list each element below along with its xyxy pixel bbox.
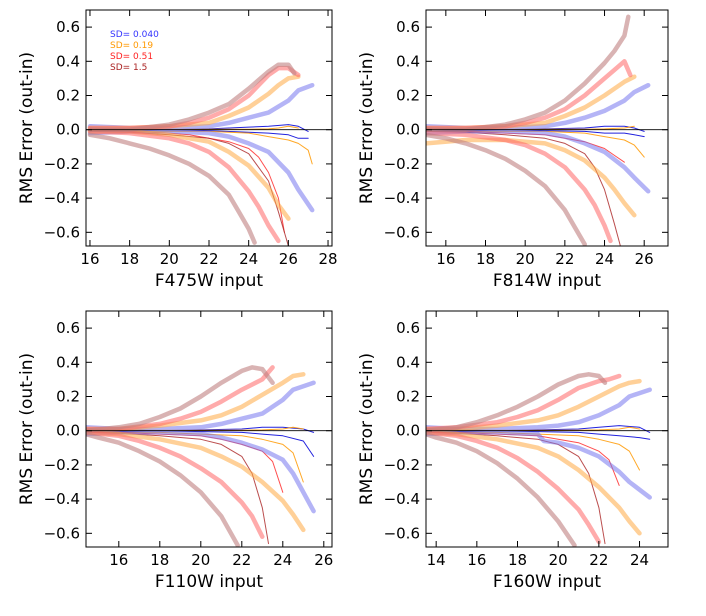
axes-frame [425, 9, 669, 247]
x-tick-label: 24 [595, 250, 614, 268]
x-tick-label: 18 [508, 551, 527, 569]
x-tick-label: 16 [80, 250, 99, 268]
x-tick-label: 22 [199, 250, 218, 268]
series-line [426, 372, 608, 433]
series-line [87, 62, 297, 132]
y-tick-label: 0.2 [56, 388, 80, 406]
axes-frame [85, 310, 333, 548]
series-line [86, 430, 316, 514]
y-tick-label: 0.6 [396, 18, 420, 36]
x-tick-label: 18 [120, 250, 139, 268]
y-tick-label: 0.2 [56, 87, 80, 105]
x-axis-title: F160W input [493, 572, 602, 592]
series-line [426, 378, 642, 432]
y-tick-label: 0.0 [56, 121, 80, 139]
y-tick-label: 0.6 [396, 319, 420, 337]
series-line [426, 137, 637, 218]
panel-3: 16 18 20 22 24 26 −0.6 −0.4 −0.2 0.0 0.2 0.4 0.6 F110… [17, 310, 333, 592]
panel-4: 14 16 18 20 22 24 −0.6 −0.4 −0.2 0.0 0.2 0.4 0.6 F160… [357, 310, 669, 592]
x-tick-label: 18 [476, 250, 495, 268]
y-axis-title: RMS Error (out-in) [357, 52, 377, 204]
x-axis-title: F110W input [155, 572, 264, 592]
y-tick-label: 0.0 [396, 121, 420, 139]
x-axis-title: F814W input [493, 271, 602, 291]
series-line [426, 430, 642, 536]
x-tick-label: 16 [436, 250, 455, 268]
y-tick-label: −0.2 [44, 155, 80, 173]
series-group [426, 372, 652, 547]
series-line [86, 365, 275, 433]
y-axis-title: RMS Error (out-in) [17, 353, 37, 505]
y-tick-label: −0.6 [44, 223, 80, 241]
y-tick-label: 0.4 [56, 52, 80, 70]
legend-entry: SD= 1.5 [110, 63, 147, 73]
series-line [426, 130, 613, 244]
series-group [87, 62, 315, 246]
y-tick-label: −0.6 [384, 223, 420, 241]
series-line [86, 430, 306, 533]
y-tick-label: −0.2 [384, 155, 420, 173]
y-tick-label: 0.2 [396, 388, 420, 406]
y-tick-label: 0.2 [396, 87, 420, 105]
y-tick-label: 0.0 [56, 422, 80, 440]
x-tick-label: 20 [516, 250, 535, 268]
legend-entry: SD= 0.19 [110, 41, 153, 51]
series-group [426, 14, 651, 246]
panel-1: 16 18 20 22 24 26 28 −0.6 −0.4 −0.2 0.0 0.2 0.4 0.6 F4… [17, 9, 338, 291]
axes-frame [425, 310, 669, 548]
y-tick-label: −0.4 [384, 189, 420, 207]
y-axis-title: RMS Error (out-in) [357, 353, 377, 505]
y-tick-label: −0.4 [44, 490, 80, 508]
series-line [86, 430, 265, 539]
series-line [87, 132, 257, 245]
x-tick-label: 26 [279, 250, 298, 268]
x-tick-label: 18 [150, 551, 169, 569]
series-line [87, 129, 281, 244]
legend-entry: SD= 0.51 [110, 52, 153, 62]
series-line [426, 430, 602, 545]
x-tick-label: 24 [630, 551, 649, 569]
y-tick-label: 0.6 [56, 18, 80, 36]
y-tick-label: 0.4 [396, 353, 420, 371]
x-tick-label: 22 [232, 551, 251, 569]
y-tick-label: −0.4 [44, 189, 80, 207]
series-group [86, 365, 316, 547]
y-tick-label: −0.6 [44, 524, 80, 542]
series-line [87, 129, 291, 221]
x-tick-label: 24 [273, 551, 292, 569]
panel-2: 16 18 20 22 24 26 −0.6 −0.4 −0.2 0.0 0.2 0.4 0.6 F814… [357, 9, 669, 291]
series-line [426, 132, 587, 246]
series-line [426, 430, 652, 500]
x-tick-label: 26 [314, 551, 333, 569]
x-tick-label: 22 [555, 250, 574, 268]
x-axis-title: F475W input [155, 271, 264, 291]
y-tick-label: −0.6 [384, 524, 420, 542]
y-tick-label: 0.4 [56, 353, 80, 371]
x-tick-label: 22 [589, 551, 608, 569]
series-line [86, 431, 240, 547]
x-tick-label: 26 [635, 250, 654, 268]
y-tick-label: −0.2 [384, 456, 420, 474]
x-tick-label: 16 [467, 551, 486, 569]
y-tick-label: 0.4 [396, 52, 420, 70]
y-tick-label: 0.6 [56, 319, 80, 337]
x-tick-label: 16 [109, 551, 128, 569]
x-tick-label: 24 [239, 250, 258, 268]
y-tick-label: −0.4 [384, 490, 420, 508]
x-tick-label: 20 [549, 551, 568, 569]
series-line [426, 431, 577, 547]
y-axis-title: RMS Error (out-in) [17, 52, 37, 204]
y-tick-label: −0.2 [44, 456, 80, 474]
x-tick-label: 28 [318, 250, 337, 268]
legend-entry: SD= 0.040 [110, 30, 159, 40]
series-line [426, 129, 651, 194]
y-tick-label: 0.0 [396, 422, 420, 440]
x-tick-label: 14 [427, 551, 446, 569]
x-tick-label: 20 [160, 250, 179, 268]
x-tick-label: 20 [191, 551, 210, 569]
series-line [426, 14, 631, 132]
